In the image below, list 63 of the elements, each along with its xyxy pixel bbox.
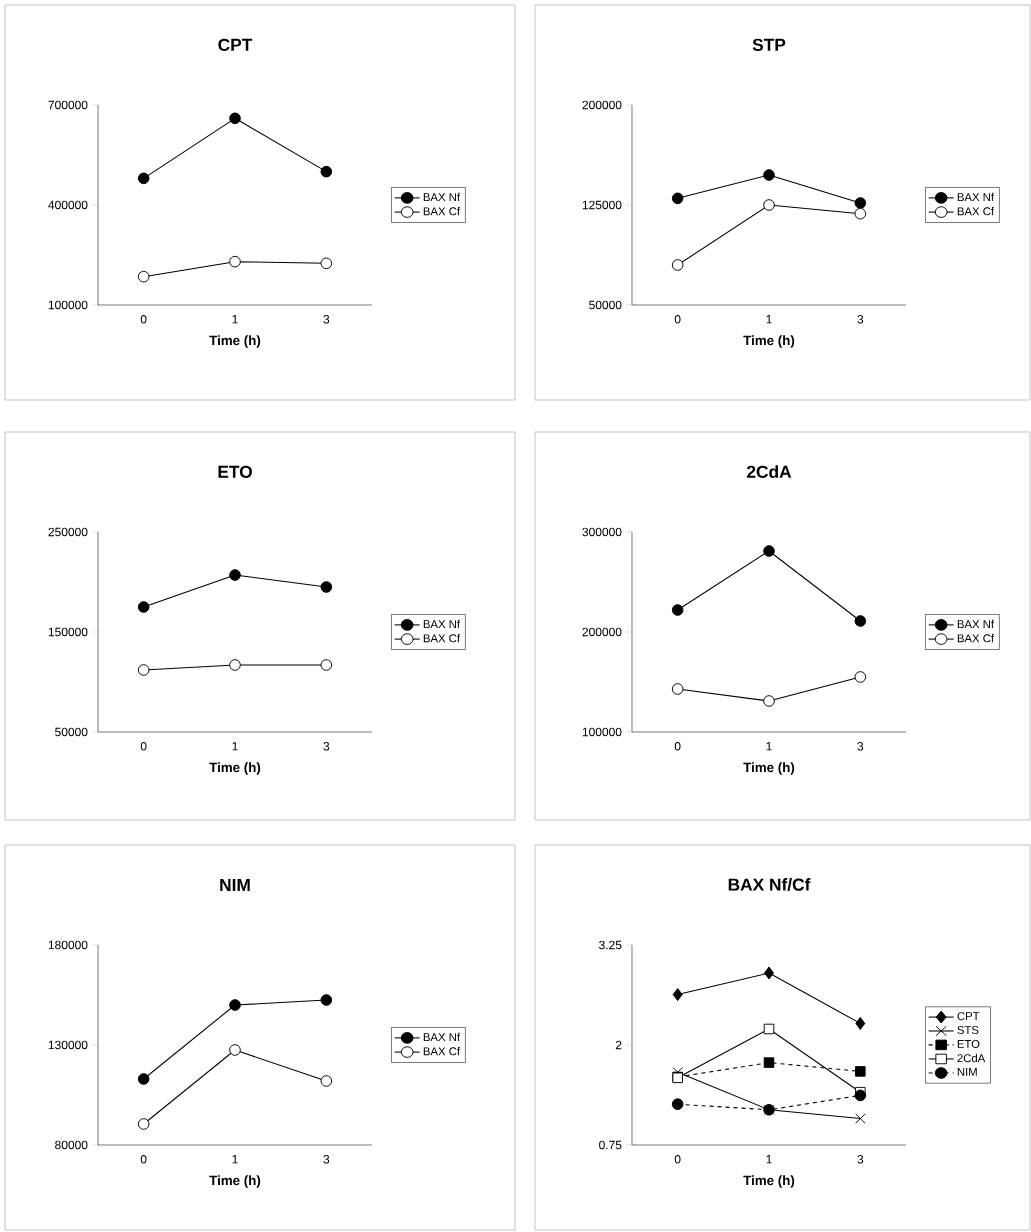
legend-label: BAX Nf xyxy=(423,192,461,201)
x-tick-label: 1 xyxy=(232,742,238,751)
y-tick-label: 50000 xyxy=(55,727,88,737)
x-tick-label: 0 xyxy=(674,1155,681,1164)
legend-label: BAX Cf xyxy=(423,1047,461,1056)
x-tick-label: 3 xyxy=(323,742,330,751)
legend-label: NIM xyxy=(957,1068,977,1076)
x-tick-label: 3 xyxy=(323,315,330,324)
chart-title: STP xyxy=(752,38,786,51)
x-tick-label: 0 xyxy=(140,742,147,751)
x-tick-label: 3 xyxy=(857,1155,864,1164)
y-tick-label: 250000 xyxy=(48,527,88,537)
y-tick-label: 700000 xyxy=(48,100,88,110)
y-tick-label: 200000 xyxy=(582,100,622,110)
x-tick-label: 0 xyxy=(140,1155,147,1164)
x-tick-label: 1 xyxy=(766,315,772,324)
legend-label: BAX Nf xyxy=(957,192,995,201)
y-tick-label: 100000 xyxy=(582,727,622,737)
chart-title: 2CdA xyxy=(746,465,792,478)
legend-label: BAX Cf xyxy=(957,207,995,216)
y-tick-label: 125000 xyxy=(582,200,622,210)
legend-label: BAX Cf xyxy=(423,634,461,643)
y-tick-label: 50000 xyxy=(589,300,622,310)
x-tick-label: 1 xyxy=(232,1155,238,1164)
legend-label: BAX Nf xyxy=(423,1032,461,1041)
x-tick-label: 3 xyxy=(857,742,864,751)
legend-label: ETO xyxy=(957,1039,980,1048)
x-tick-label: 3 xyxy=(857,315,864,324)
y-tick-label: 150000 xyxy=(48,627,88,637)
y-tick-label: 100000 xyxy=(48,300,88,310)
chart-title: NIM xyxy=(220,879,250,891)
x-tick-label: 0 xyxy=(674,315,681,324)
chart-title: ETO xyxy=(218,465,252,478)
x-tick-label: 1 xyxy=(766,742,772,751)
x-tick-label: 3 xyxy=(323,1155,330,1164)
legend-label: CPT xyxy=(957,1012,980,1021)
x-tick-label: 1 xyxy=(232,315,238,324)
chart-title: BAX Nf/Cf xyxy=(728,878,811,891)
legend-label: BAX Cf xyxy=(423,207,461,216)
y-tick-label: 180000 xyxy=(48,940,88,950)
x-axis-title: Time (h) xyxy=(743,762,795,775)
y-tick-label: 300000 xyxy=(582,527,622,537)
x-tick-label: 1 xyxy=(766,1155,772,1164)
y-tick-label: 3.25 xyxy=(599,940,622,950)
y-tick-label: 2 xyxy=(615,1040,622,1050)
x-axis-title: Time (h) xyxy=(209,762,261,775)
legend-label: BAX Cf xyxy=(957,634,995,643)
y-tick-label: 80000 xyxy=(55,1140,88,1150)
chart-title: CPT xyxy=(218,38,253,51)
x-axis-title: Time (h) xyxy=(209,335,261,348)
y-tick-label: 200000 xyxy=(582,627,622,637)
x-axis-title: Time (h) xyxy=(743,335,795,348)
y-tick-label: 0.75 xyxy=(599,1140,622,1150)
y-tick-label: 400000 xyxy=(48,200,88,210)
y-tick-label: 130000 xyxy=(48,1040,88,1050)
x-axis-title: Time (h) xyxy=(743,1175,795,1188)
x-tick-label: 0 xyxy=(140,315,147,324)
x-tick-label: 0 xyxy=(674,742,681,751)
x-axis-title: Time (h) xyxy=(209,1175,261,1188)
legend-label: 2CdA xyxy=(957,1053,986,1063)
legend-label: STS xyxy=(957,1026,979,1035)
legend-label: BAX Nf xyxy=(423,619,461,628)
legend-label: BAX Nf xyxy=(957,619,995,628)
